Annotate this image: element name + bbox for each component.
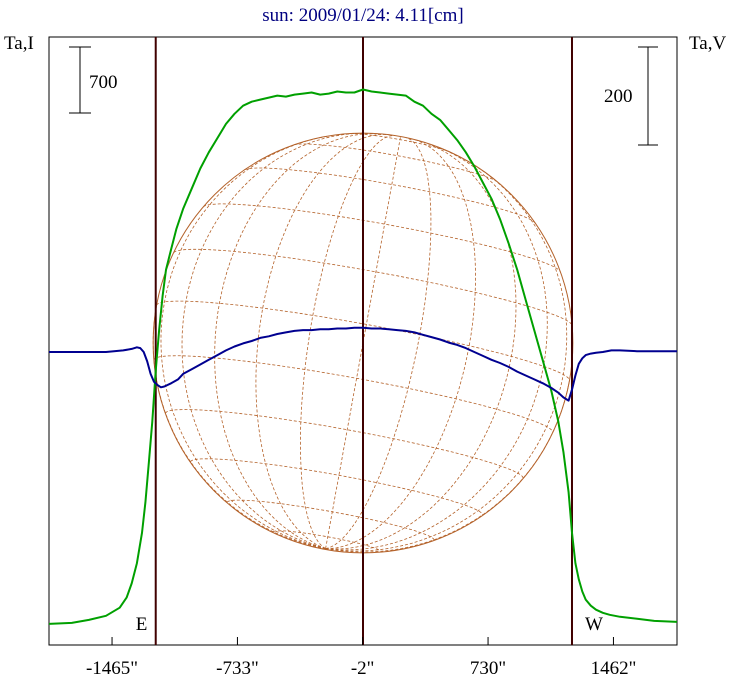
x-axis: -1465" -733" -2" 730" 1462" [86, 637, 636, 679]
left-scale-label: 700 [89, 72, 118, 93]
longitude-line [325, 137, 432, 549]
latitude-line [173, 248, 573, 326]
limb-lines [154, 37, 573, 645]
right-scale-bar: 200 [604, 46, 658, 146]
latitude-line [227, 499, 435, 540]
longitude-line [255, 134, 390, 549]
left-axis-label: Ta,I [4, 33, 34, 54]
longitude-line [214, 133, 378, 549]
x-tick-label: 730" [470, 658, 506, 679]
x-tick-label: -733" [216, 658, 259, 679]
series-line-stokes_I [48, 88, 678, 625]
left-scale-bar: 700 [69, 46, 118, 114]
solar-disk [152, 132, 574, 554]
longitude-line [325, 138, 476, 549]
series-group [48, 88, 678, 625]
longitude-line [181, 132, 363, 549]
right-scale-label: 200 [604, 86, 633, 107]
series-line-stokes_V [49, 326, 677, 402]
x-tick-label: 1462" [591, 658, 637, 679]
latitude-line [244, 167, 536, 223]
limb-label-W: W [585, 614, 603, 635]
x-tick-label: -1465" [86, 658, 138, 679]
longitude-line [325, 136, 401, 549]
limb-label-E: E [136, 614, 148, 635]
latitude-line [190, 458, 483, 515]
right-axis-label: Ta,V [689, 33, 726, 54]
longitude-line [160, 135, 327, 549]
chart-title: sun: 2009/01/24: 4.11[cm] [262, 5, 463, 26]
longitude-line [299, 135, 395, 549]
longitude-line [325, 146, 548, 551]
x-tick-label: -2" [351, 658, 375, 679]
latitude-line [203, 203, 561, 273]
longitude-line [325, 141, 517, 550]
longitude-line [325, 161, 568, 552]
